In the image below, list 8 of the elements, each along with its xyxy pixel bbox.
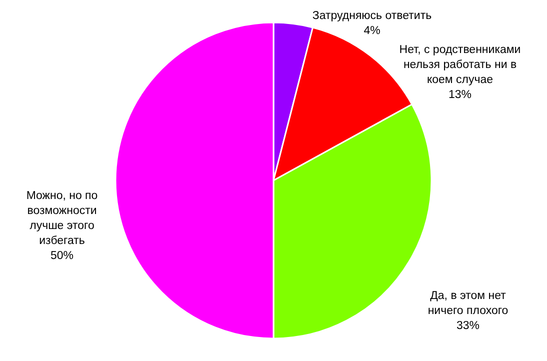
data-label: 4% [364,25,380,37]
slice-label: Можно, но по возможности лучше этого избегать [26,190,98,247]
slice-label: Нет, с родственниками нельзя работать ни в коем случае [399,44,521,86]
data-label: 50% [50,250,74,262]
slice-label: Затрудняюсь ответить [312,10,432,22]
data-label: 13% [448,89,472,101]
slice-label: Да, в этом нет ничего плохого [428,290,508,317]
data-label: 33% [456,320,480,332]
